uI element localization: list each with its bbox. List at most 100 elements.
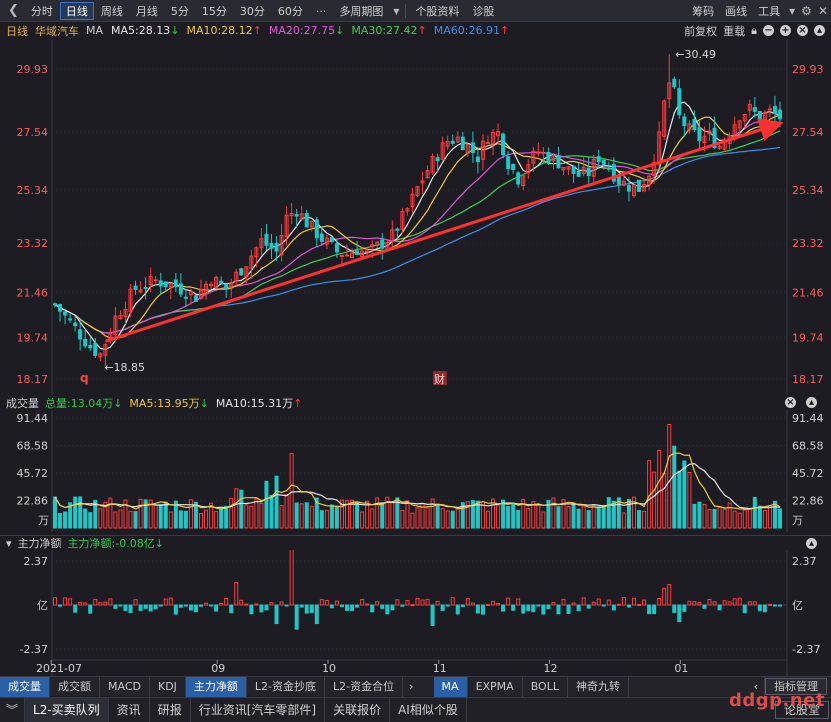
- flow-bar: [611, 604, 616, 611]
- flow-bar: [526, 604, 531, 611]
- bottom-tab[interactable]: 行业资讯[汽车零部件]: [191, 698, 326, 722]
- reload-button[interactable]: 重载: [723, 24, 746, 38]
- period-tab[interactable]: 月线: [135, 4, 158, 18]
- flow-up-icon[interactable]: ▴: [806, 537, 817, 549]
- indicator-tab[interactable]: BOLL: [523, 676, 568, 697]
- indicator-tab[interactable]: 成交量: [0, 676, 50, 697]
- chips-button[interactable]: 筹码: [692, 4, 715, 18]
- period-tab[interactable]: 多周期图: [339, 4, 384, 18]
- indicator-tab[interactable]: 成交额: [50, 676, 100, 697]
- expand-chevron-icon[interactable]: ︾: [0, 698, 26, 722]
- flow-bar: [506, 597, 511, 606]
- period-tab[interactable]: 60分: [277, 4, 303, 18]
- volume-bar: [445, 510, 450, 529]
- bottom-tab[interactable]: AI相似个股: [390, 698, 467, 722]
- volume-bar: [350, 499, 355, 529]
- cai-marker: 财: [434, 372, 445, 386]
- bottom-tab[interactable]: 关联报价: [325, 698, 391, 722]
- ma-value: MA10:28.12: [186, 24, 253, 37]
- stock-name[interactable]: 华域汽车: [35, 24, 79, 38]
- volume-bar: [244, 504, 249, 529]
- forward-adjust-button[interactable]: 前复权: [684, 24, 718, 38]
- candle-body: [460, 136, 465, 151]
- close-icon[interactable]: ✕: [817, 3, 828, 18]
- tools-dropdown-icon[interactable]: ▾: [789, 3, 796, 18]
- volume-close-icon[interactable]: ×: [785, 397, 796, 408]
- flow-collapse-icon[interactable]: ▾: [6, 536, 12, 550]
- flow-bar: [732, 598, 737, 606]
- bottom-tab[interactable]: L2-买卖队列: [25, 698, 109, 722]
- candle-body: [324, 237, 329, 245]
- volume-bar: [727, 502, 732, 529]
- volume-bar: [606, 497, 611, 529]
- volume-up-icon[interactable]: ▴: [806, 397, 817, 408]
- candle-body: [420, 180, 425, 184]
- volume-bar: [757, 505, 762, 529]
- period-tab[interactable]: 日线: [59, 1, 94, 20]
- flow-bar: [193, 604, 198, 613]
- volume-bar: [677, 470, 682, 529]
- indicator-tab[interactable]: MA: [433, 676, 468, 697]
- flow-panel-label[interactable]: 主力净额: [17, 537, 62, 550]
- volume-bar: [566, 505, 571, 529]
- indicator-tab[interactable]: EXPMA: [468, 676, 523, 697]
- settings-icon[interactable]: ⚙: [801, 3, 812, 18]
- indicator-tab[interactable]: L2-资金合位: [325, 676, 404, 697]
- indicator-tab[interactable]: ›: [409, 679, 414, 693]
- price-tick-left: 18.17: [17, 373, 49, 386]
- plus-icon[interactable]: +: [780, 25, 791, 36]
- candle-body: [249, 255, 254, 269]
- period-tab[interactable]: 5分: [170, 4, 189, 18]
- arrow-icon: ↑: [499, 24, 510, 37]
- volume-item: 总量:13.04万↓: [45, 395, 122, 411]
- volume-panel-label[interactable]: 成交量: [6, 396, 39, 410]
- candle-body: [445, 141, 450, 147]
- flow-bar: [183, 604, 188, 607]
- ma-item: MA30:27.42↑: [351, 24, 426, 37]
- volume-bar: [702, 503, 707, 529]
- candle-body: [707, 130, 712, 135]
- candle-body: [350, 252, 355, 259]
- period-tab[interactable]: 周线: [100, 4, 123, 18]
- volume-bar: [551, 497, 556, 529]
- period-tab[interactable]: 分时: [30, 4, 53, 18]
- period-tab[interactable]: 15分: [201, 4, 227, 18]
- bottom-tab[interactable]: 研报: [150, 698, 191, 722]
- volume-unit-right: 万: [792, 514, 803, 527]
- lock-icon[interactable]: 🔒︎: [751, 23, 757, 37]
- ma-label[interactable]: MA: [86, 24, 104, 37]
- draw-line-button[interactable]: 画线: [725, 4, 748, 18]
- volume-bar: [360, 511, 365, 529]
- collapse-chevron-icon[interactable]: ❮: [8, 3, 19, 18]
- indicator-tab[interactable]: 神奇九转: [568, 676, 629, 697]
- flow-bar: [345, 604, 350, 611]
- close-circle-icon[interactable]: ×: [797, 25, 808, 36]
- period-tab[interactable]: 诊股: [472, 4, 495, 18]
- candle-body: [269, 242, 274, 249]
- indicator-tab[interactable]: ‹: [748, 676, 765, 697]
- main-flow-chart[interactable]: 2.37 2.37 亿 亿 -2.37 -2.37 2021-07 09 10 11 12 01: [0, 550, 831, 676]
- flow-bar: [390, 604, 395, 611]
- candle-body: [193, 295, 198, 302]
- indicator-tab[interactable]: KDJ: [150, 676, 186, 697]
- period-tab[interactable]: ···: [315, 4, 327, 18]
- bottom-tab[interactable]: 资讯: [109, 698, 150, 722]
- flow-bar: [415, 598, 420, 606]
- volume-bar: [657, 449, 662, 529]
- multi-period-dropdown-icon[interactable]: ▾: [393, 3, 400, 18]
- tools-button[interactable]: 工具: [758, 4, 781, 18]
- minus-icon[interactable]: −: [763, 25, 774, 36]
- indicator-tab[interactable]: 指标管理: [765, 678, 827, 695]
- price-chart[interactable]: 29.93 29.93 27.54 27.54 25.34 25.34 23.32 23.32…: [0, 39, 831, 395]
- period-tab[interactable]: 个股资料: [415, 4, 460, 18]
- period-tab[interactable]: 30分: [239, 4, 265, 18]
- bottom-tab[interactable]: 论股堂: [774, 701, 829, 719]
- up-circle-icon[interactable]: ▴: [814, 25, 825, 36]
- flow-bar: [561, 598, 566, 606]
- indicator-tab[interactable]: MACD: [100, 676, 150, 697]
- volume-bar: [58, 512, 63, 529]
- indicator-tab[interactable]: L2-资金抄底: [247, 676, 326, 697]
- indicator-tab[interactable]: 主力净额: [185, 676, 247, 697]
- volume-chart[interactable]: 91.44 91.44 68.58 68.58 45.72 45.72 22.86 22.86…: [0, 410, 831, 532]
- flow-bar: [687, 600, 692, 606]
